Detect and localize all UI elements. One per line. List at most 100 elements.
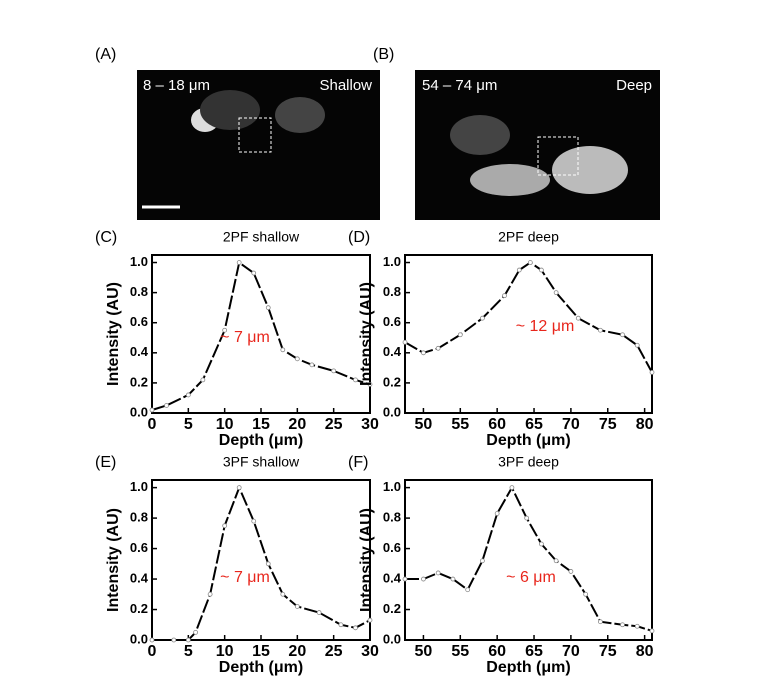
- y-tick-label: 0.8: [130, 510, 148, 525]
- point: [553, 558, 559, 564]
- point: [649, 369, 655, 375]
- point: [294, 604, 300, 609]
- roi-box: [238, 117, 272, 153]
- point: [421, 576, 426, 582]
- chart-title: 2PF deep: [498, 229, 559, 245]
- x-tick-label: 80: [636, 416, 654, 433]
- point: [480, 558, 485, 564]
- x-tick-label: 20: [288, 416, 306, 433]
- point: [597, 327, 603, 333]
- point: [280, 591, 286, 597]
- y-tick-label: 0.2: [383, 374, 401, 389]
- point: [524, 515, 530, 521]
- panel-label: (D): [348, 229, 370, 246]
- point: [222, 523, 228, 529]
- x-tick-label: 65: [525, 416, 543, 433]
- x-tick-label: 0: [148, 416, 157, 433]
- image-feature: [275, 97, 325, 133]
- line: [405, 485, 653, 632]
- x-tick-label: 15: [252, 416, 270, 433]
- point: [634, 342, 640, 348]
- x-tick-label: 10: [216, 416, 234, 433]
- y-tick-label: 0.4: [130, 570, 149, 585]
- point: [193, 629, 199, 635]
- point: [236, 260, 242, 265]
- point: [502, 293, 507, 299]
- x-axis-label: Depth (μm): [219, 432, 303, 449]
- point: [516, 267, 522, 273]
- x-tick-label: 5: [184, 416, 193, 433]
- annotation: ~ 6 μm: [506, 569, 556, 586]
- chart-title: 3PF deep: [498, 454, 559, 470]
- y-tick-label: 0.0: [130, 631, 148, 646]
- point: [294, 356, 300, 362]
- y-tick-label: 0.6: [130, 314, 148, 329]
- point: [402, 576, 408, 582]
- point: [185, 392, 191, 398]
- plot-frame: [151, 479, 371, 641]
- y-axis-label: Intensity (AU): [105, 508, 122, 612]
- annotation: ~ 7 μm: [220, 569, 270, 586]
- y-tick-label: 0.2: [130, 601, 148, 616]
- x-tick-label: 5: [184, 643, 193, 660]
- y-tick-label: 0.6: [130, 540, 148, 555]
- point: [251, 518, 257, 524]
- point: [457, 332, 463, 338]
- depth-range: 54 – 74 μm: [422, 77, 497, 94]
- x-tick-label: 80: [636, 643, 654, 660]
- x-axis-label: Depth (μm): [486, 659, 570, 676]
- point: [353, 625, 358, 631]
- y-tick-label: 1.0: [383, 479, 401, 494]
- x-axis-label: Depth (μm): [219, 659, 303, 676]
- panel-label: (F): [348, 454, 368, 471]
- point: [421, 350, 426, 356]
- image-shallow: [137, 70, 380, 220]
- point: [149, 407, 155, 413]
- point: [367, 617, 373, 623]
- y-axis-label: Intensity (AU): [105, 282, 122, 386]
- y-tick-label: 0.0: [130, 404, 148, 419]
- point: [575, 315, 581, 321]
- point: [568, 569, 574, 574]
- point: [265, 561, 271, 567]
- point: [480, 315, 485, 321]
- x-tick-label: 25: [325, 643, 343, 660]
- roi-box: [537, 136, 579, 176]
- image-feature: [552, 146, 628, 194]
- point: [309, 362, 315, 368]
- x-tick-label: 70: [562, 643, 580, 660]
- point: [465, 587, 471, 593]
- point: [402, 339, 408, 345]
- image-feature: [450, 115, 510, 155]
- y-tick-label: 0.8: [383, 510, 401, 525]
- point: [171, 637, 177, 643]
- image-feature: [470, 164, 550, 196]
- chart-title: 2PF shallow: [223, 229, 300, 245]
- point: [207, 591, 213, 597]
- x-tick-label: 70: [562, 416, 580, 433]
- y-tick-label: 1.0: [383, 254, 401, 269]
- panel-label: (B): [373, 46, 394, 63]
- point: [597, 619, 603, 625]
- y-tick-label: 0.6: [383, 314, 401, 329]
- depth-name: Deep: [616, 77, 652, 94]
- point: [450, 576, 456, 582]
- point: [649, 628, 655, 634]
- x-tick-label: 0: [148, 643, 157, 660]
- point: [149, 637, 155, 643]
- x-tick-label: 55: [451, 416, 469, 433]
- depth-name: Shallow: [319, 77, 372, 94]
- y-tick-label: 0.6: [383, 540, 401, 555]
- point: [280, 347, 286, 353]
- point: [251, 270, 257, 276]
- y-tick-label: 0.2: [383, 601, 401, 616]
- panel-label: (E): [95, 454, 116, 471]
- image-feature: [200, 90, 260, 130]
- x-tick-label: 50: [415, 416, 433, 433]
- x-tick-label: 30: [361, 416, 379, 433]
- y-tick-label: 0.0: [383, 631, 401, 646]
- y-tick-label: 0.2: [130, 374, 148, 389]
- x-tick-label: 60: [488, 416, 506, 433]
- point: [367, 382, 373, 387]
